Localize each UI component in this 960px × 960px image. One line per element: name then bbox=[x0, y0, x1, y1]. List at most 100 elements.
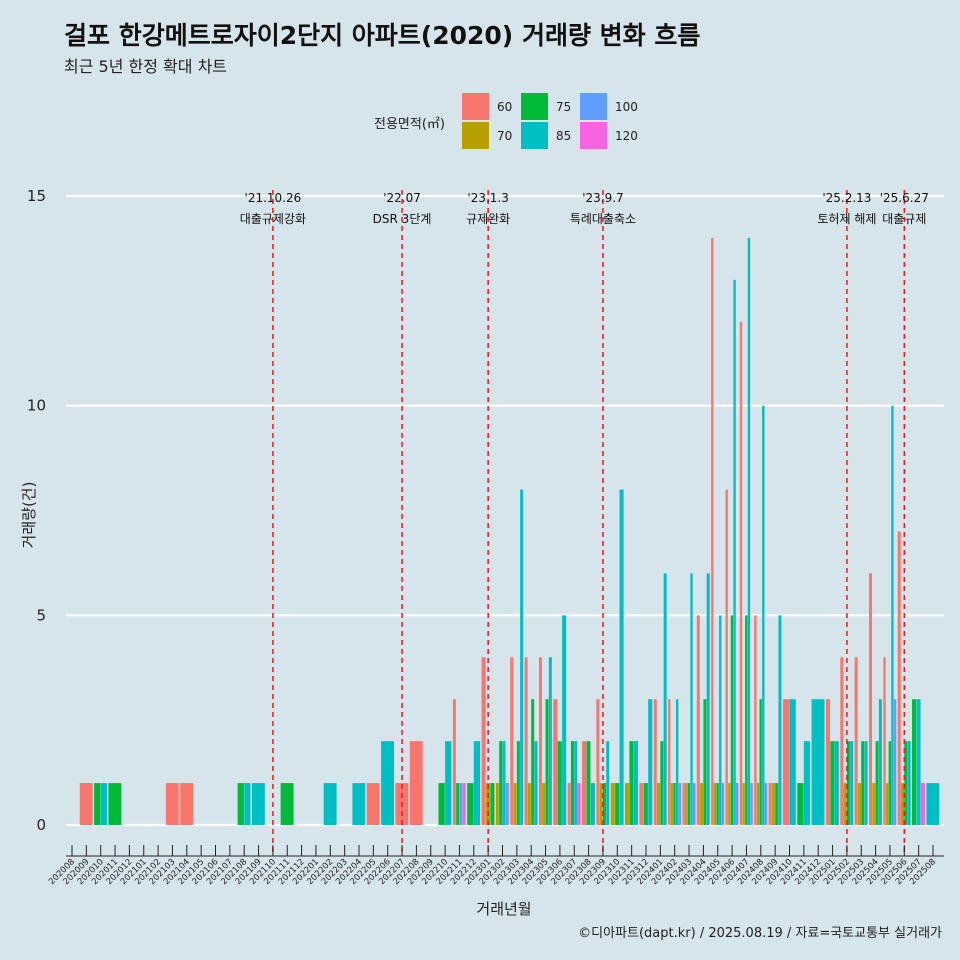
bar-70-202404 bbox=[700, 783, 704, 825]
bar-70-202504 bbox=[872, 783, 876, 825]
bar-60-202403 bbox=[682, 783, 685, 825]
event-date-label: '22.07 bbox=[383, 191, 421, 205]
bar-85-202504 bbox=[878, 699, 882, 825]
bar-100-202407 bbox=[750, 783, 753, 825]
bar-60-202506 bbox=[897, 531, 901, 825]
bar-70-202403 bbox=[685, 783, 688, 825]
event-label: 토허제 해제 bbox=[817, 212, 876, 226]
bar-60-202405 bbox=[711, 237, 714, 825]
bar-70-202401 bbox=[657, 783, 661, 825]
bar-70-202408 bbox=[756, 783, 760, 825]
bar-75-202507 bbox=[912, 699, 917, 825]
event-date-label: '21.10.26 bbox=[245, 191, 302, 205]
source-caption: ©디아파트(dapt.kr) / 2025.08.19 / 자료=국토교통부 실… bbox=[578, 926, 942, 941]
bar-75-202312 bbox=[643, 783, 648, 825]
legend-label-75: 75 bbox=[556, 100, 571, 114]
y-tick-label: 15 bbox=[27, 187, 46, 205]
bar-85-202310 bbox=[619, 489, 624, 825]
bar-85-202501 bbox=[834, 741, 839, 825]
event-date-label: '23.9.7 bbox=[582, 191, 623, 205]
bar-100-202408 bbox=[764, 783, 768, 825]
bar-75-202111 bbox=[280, 783, 294, 825]
bar-75-202506 bbox=[904, 741, 908, 825]
bar-85-202308 bbox=[590, 783, 595, 825]
bar-75-202401 bbox=[660, 741, 664, 825]
bar-85-202306 bbox=[562, 615, 567, 825]
bar-60-202402 bbox=[668, 699, 671, 825]
bar-85-202409 bbox=[778, 615, 782, 825]
event-date-label: '25.2.13 bbox=[822, 191, 871, 205]
bar-85-202309 bbox=[606, 741, 610, 825]
bar-75-202212 bbox=[467, 783, 474, 825]
bar-85-202303 bbox=[520, 489, 524, 825]
bar-120-202211 bbox=[462, 783, 466, 825]
chart-subtitle: 최근 5년 한정 확대 차트 bbox=[64, 57, 228, 76]
x-axis-label: 거래년월 bbox=[476, 900, 531, 918]
event-label: 대출규제 bbox=[882, 212, 926, 226]
bar-85-202212 bbox=[473, 741, 481, 825]
bar-100-202405 bbox=[721, 783, 725, 825]
bar-75-202307 bbox=[570, 741, 574, 825]
bar-70-202409 bbox=[771, 783, 775, 825]
y-axis-label: 거래량(건) bbox=[20, 482, 38, 549]
bar-60-202401 bbox=[653, 699, 657, 825]
bar-120-202507 bbox=[920, 783, 925, 825]
bar-75-202405 bbox=[716, 783, 719, 825]
bar-85-202405 bbox=[719, 615, 722, 825]
bar-75-202305 bbox=[545, 699, 549, 825]
bar-120-202307 bbox=[577, 783, 581, 825]
bar-85-202410 bbox=[789, 699, 796, 825]
event-label: DSR 3단계 bbox=[373, 212, 432, 226]
bar-60-202406 bbox=[725, 489, 728, 825]
bar-60-202208 bbox=[409, 741, 423, 825]
bar-70-202407 bbox=[742, 783, 745, 825]
bar-75-202406 bbox=[730, 615, 734, 825]
bar-60-202103 bbox=[165, 783, 179, 825]
bar-75-202408 bbox=[759, 699, 762, 825]
bar-70-202405 bbox=[713, 783, 717, 825]
y-axis-ticks: 0 5 10 15 bbox=[27, 187, 46, 834]
bar-75-202309 bbox=[602, 783, 606, 825]
bar-70-202302 bbox=[495, 783, 499, 825]
bar-85-202302 bbox=[502, 741, 506, 825]
legend-swatch-100 bbox=[580, 93, 607, 120]
bar-60-202308 bbox=[582, 741, 587, 825]
bar-75-202311 bbox=[629, 741, 634, 825]
bar-75-202306 bbox=[557, 741, 562, 825]
bar-75-202503 bbox=[861, 741, 865, 825]
bar-85-202407 bbox=[747, 237, 751, 825]
bar-75-202411 bbox=[797, 783, 804, 825]
bar-60-202211 bbox=[452, 699, 456, 825]
bar-85-202404 bbox=[706, 573, 710, 825]
bar-70-202402 bbox=[670, 783, 674, 825]
bar-85-202402 bbox=[676, 699, 679, 825]
bar-75-202403 bbox=[687, 783, 691, 825]
bar-75-202404 bbox=[703, 699, 707, 825]
bar-75-202501 bbox=[830, 741, 835, 825]
bar-70-202309 bbox=[599, 783, 603, 825]
bar-70-202505 bbox=[885, 783, 889, 825]
bar-85-202505 bbox=[891, 405, 894, 825]
bar-85-202204 bbox=[352, 783, 366, 825]
bar-75-202407 bbox=[745, 615, 748, 825]
event-label: 규제완화 bbox=[466, 212, 510, 226]
legend-swatch-70 bbox=[462, 122, 489, 149]
bar-60-202502 bbox=[840, 657, 844, 825]
bar-85-202406 bbox=[733, 279, 736, 825]
bar-70-202406 bbox=[728, 783, 731, 825]
bar-60-202505 bbox=[883, 657, 886, 825]
bar-85-202403 bbox=[690, 573, 693, 825]
bar-75-202308 bbox=[586, 741, 591, 825]
bar-85-202507 bbox=[916, 699, 921, 825]
bar-75-202310 bbox=[615, 783, 620, 825]
legend-label-70: 70 bbox=[497, 129, 512, 143]
legend-swatch-60 bbox=[462, 93, 489, 120]
bar-60-202410 bbox=[782, 699, 790, 825]
bar-60-202305 bbox=[538, 657, 542, 825]
bar-60-202304 bbox=[524, 657, 528, 825]
bar-60-202409 bbox=[768, 783, 772, 825]
bar-75-202409 bbox=[775, 783, 779, 825]
bar-75-202303 bbox=[516, 741, 520, 825]
bar-75-202502 bbox=[846, 741, 850, 825]
